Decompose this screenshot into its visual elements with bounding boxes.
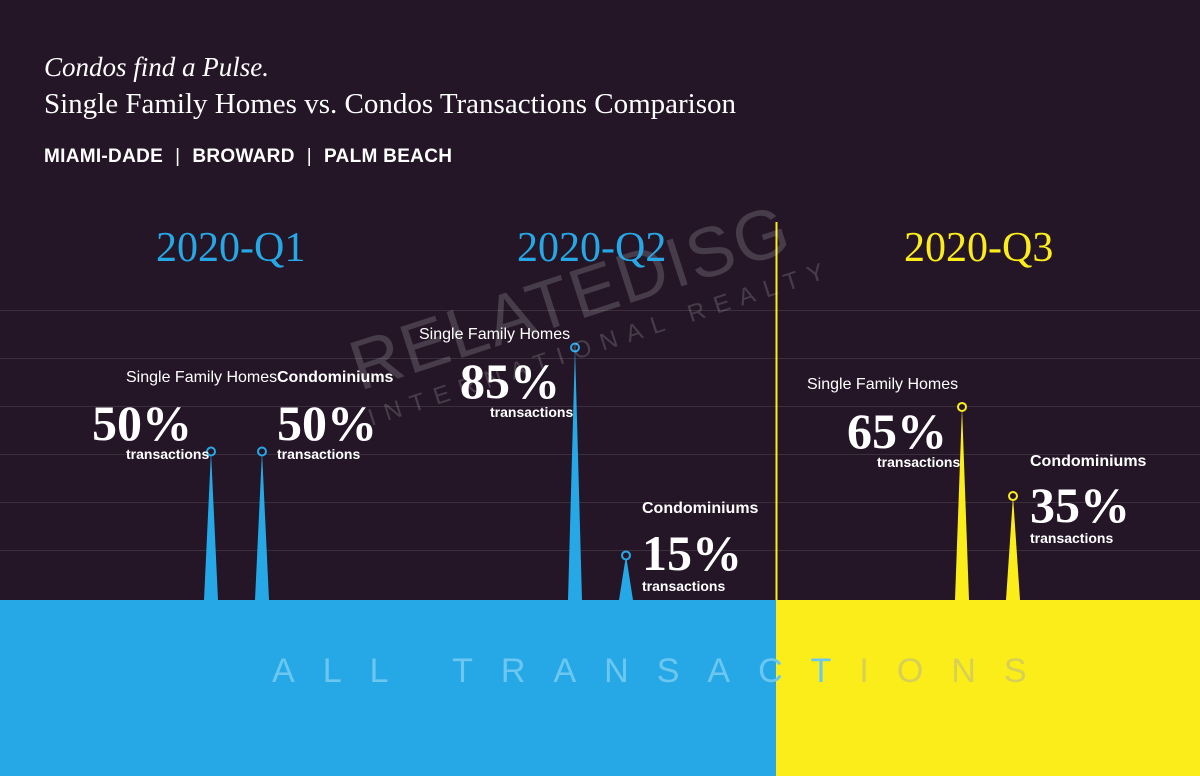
footer-letter: A <box>707 652 759 690</box>
footer-letter: O <box>896 652 952 690</box>
region-palm-beach: PALM BEACH <box>323 146 453 167</box>
region-separator: | <box>306 146 312 167</box>
spike-single-family-2020-Q2 <box>568 347 582 600</box>
footer-letter: C <box>758 652 811 690</box>
data-label: 85% <box>460 353 560 409</box>
region-list: MIAMI-DADE | BROWARD | PALM BEACH <box>44 146 452 168</box>
chart-title: Condos find a Pulse. <box>44 52 270 82</box>
spike-marker <box>1008 491 1018 502</box>
quarter-label-q3: 2020-Q3 <box>904 225 1054 271</box>
data-label: 15% <box>642 525 742 581</box>
spike-single-family-2020-Q1 <box>204 451 218 600</box>
region-miami-dade: MIAMI-DADE <box>44 146 164 167</box>
series-label: Single Family Homes <box>126 369 278 386</box>
value-caption: transactions <box>642 578 726 594</box>
data-label: 65% <box>847 403 947 459</box>
series-label: Condominiums <box>277 369 394 386</box>
spike-marker <box>621 550 631 561</box>
footer-letter: N <box>951 652 1004 690</box>
spike-marker <box>257 446 267 457</box>
series-label: Condominiums <box>642 500 759 517</box>
footer-letter: L <box>322 652 370 690</box>
region-broward: BROWARD <box>192 146 295 167</box>
region-separator: | <box>175 146 181 167</box>
value-caption: transactions <box>277 446 361 462</box>
spike-condo-2020-Q2 <box>619 555 633 600</box>
spike-marks <box>204 342 1020 600</box>
footer-letter <box>415 652 452 690</box>
footer-letter: R <box>500 652 554 690</box>
value-caption: transactions <box>490 404 574 420</box>
footer-letter: N <box>604 652 657 690</box>
footer-band-yellow <box>776 600 1200 776</box>
footer-letter: S <box>656 652 708 690</box>
footer-letter: S <box>1003 652 1055 690</box>
series-label: Single Family Homes <box>807 376 959 393</box>
footer-letter: A <box>553 652 605 690</box>
spike-marker <box>957 401 967 412</box>
spike-marker <box>206 446 216 457</box>
data-label: 50% <box>277 395 377 451</box>
value-caption: transactions <box>877 454 961 470</box>
footer-band-blue <box>0 600 776 776</box>
value-caption: transactions <box>1030 530 1114 546</box>
spike-single-family-2020-Q3 <box>955 406 969 600</box>
footer-letter: T <box>452 652 501 690</box>
series-label: Condominiums <box>1030 453 1147 470</box>
footer-label: ALL TRANSACTIONS <box>272 652 1055 691</box>
footer-letter: A <box>272 652 323 690</box>
footer-letter: T <box>810 652 860 690</box>
footer-letter: I <box>859 652 897 690</box>
series-label: Single Family Homes <box>419 326 571 343</box>
spike-condo-2020-Q1 <box>255 451 269 600</box>
quarter-label-q2: 2020-Q2 <box>517 225 667 271</box>
footer-letter: L <box>369 652 416 690</box>
spike-condo-2020-Q3 <box>1006 496 1020 600</box>
spike-marker <box>570 342 580 353</box>
chart-subtitle: Single Family Homes vs. Condos Transacti… <box>44 88 737 120</box>
data-label: 50% <box>92 395 192 451</box>
quarter-label-q1: 2020-Q1 <box>156 225 306 271</box>
data-label: 35% <box>1030 477 1130 533</box>
value-caption: transactions <box>126 446 210 462</box>
gridlines <box>0 310 1200 551</box>
